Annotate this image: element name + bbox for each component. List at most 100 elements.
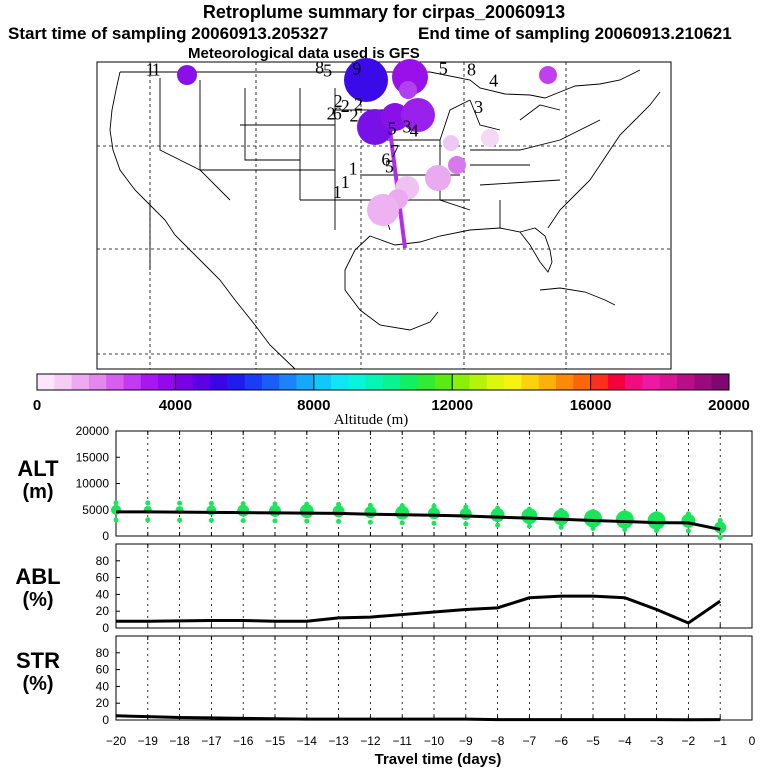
plume-circle [399,81,417,99]
colorbar-swatch [54,374,73,390]
colorbar-tick-label: 0 [33,397,41,414]
alt-scatter-point [272,518,278,524]
map-label: 7 [390,141,399,161]
x-tick-label: −19 [138,734,159,748]
alt-scatter-point [622,510,628,516]
colorbar-swatch [521,374,540,390]
x-tick-label: −1 [713,734,727,748]
map-label: 4 [410,121,419,141]
plume-circle [481,129,499,147]
x-tick-label: −6 [554,734,568,748]
plume-circle [448,156,466,174]
alt-scatter-point [622,527,628,533]
x-tick-label: −4 [618,734,632,748]
alt-scatter-point [113,500,119,506]
alt-scatter-point [685,528,691,534]
alt-scatter-point [654,511,660,517]
map-label: 6 [381,149,390,169]
time-series-panels: 05000100001500020000ALT(m)020406080ABL(%… [15,424,755,768]
colorbar-swatch [659,374,678,390]
colorbar-swatch [452,374,470,390]
alt-scatter-point [145,500,151,506]
map-label: 1 [333,182,342,202]
colorbar-swatch [106,374,124,390]
colorbar-swatch [434,374,453,390]
colorbar-tick-label: 12000 [431,397,473,414]
panel-unit: (m) [22,481,53,503]
alt-scatter-point [304,501,310,507]
colorbar-swatch [123,374,142,390]
x-tick-label: −9 [459,734,473,748]
colorbar-swatch [694,374,713,390]
alt-scatter-point [113,517,119,523]
colorbar-swatch [210,374,228,390]
map-label: 2 [334,91,343,111]
colorbar-swatch [365,374,384,390]
plume-circle [401,98,435,132]
alt-scatter-point [495,522,501,528]
map-label: 5 [439,58,448,78]
colorbar-swatch [88,374,107,390]
colorbar-swatch [469,374,488,390]
alt-scatter-point [240,501,246,507]
plume-circles [177,58,557,226]
alt-scatter-point [336,518,342,524]
colorbar-tick-label: 4000 [159,397,192,414]
panel-unit: (%) [22,673,53,695]
colorbar-swatch [71,374,90,390]
panel-label: ABL [15,564,60,589]
y-tick-label: 0 [102,529,109,543]
alt-scatter-point [558,524,564,530]
x-tick-label: −5 [586,734,600,748]
map-label: 2 [350,105,359,125]
map-borders [109,69,661,370]
colorbar-swatch [538,374,557,390]
x-axis-label: Travel time (days) [375,751,502,768]
chart-title: Retroplume summary for cirpas_20060913 [202,2,566,22]
colorbar-swatch [279,374,297,390]
x-tick-label: −13 [328,734,349,748]
map-label: 8 [467,59,476,79]
colorbar-swatch [486,374,505,390]
y-tick-label: 20 [96,604,110,618]
alt-scatter-point [336,501,342,507]
alt-scatter-point [399,503,405,509]
map-label: 5 [388,119,397,139]
plume-circle [344,58,388,102]
map-label: 4 [489,71,498,91]
map-label: 5 [385,157,394,177]
alt-scatter-point [647,511,666,530]
x-tick-label: 0 [749,734,756,748]
alt-scatter-point [714,521,727,534]
colorbar-swatch [192,374,211,390]
colorbar-swatch [607,374,626,390]
y-tick-label: 20000 [76,424,110,438]
alt-scatter-point [208,500,214,506]
alt-scatter-point [590,509,596,515]
y-tick-label: 15000 [76,450,110,464]
alt-scatter-point [558,507,564,513]
start-time-text: Start time of sampling 20060913.205327 [8,24,329,43]
alt-scatter-point [177,500,183,506]
map-label: 5 [323,60,332,80]
y-tick-label: 10000 [76,477,110,491]
alt-scatter-point [237,504,250,517]
colorbar-swatch [711,374,730,390]
x-tick-label: −16 [233,734,254,748]
x-tick-label: −7 [523,734,537,748]
alt-scatter-point [240,518,246,524]
alt-scatter-point [717,517,723,523]
x-tick-label: −17 [201,734,222,748]
alt-scatter-point [269,504,281,517]
colorbar-swatch [227,374,246,390]
panel-label: STR [16,648,60,673]
alt-scatter-point [272,501,278,507]
colorbar-label: Altitude (m) [334,412,409,428]
colorbar-swatch [158,374,176,390]
map-label: 6 [333,103,342,123]
alt-scatter-point [590,526,596,532]
alt-scatter-point [526,506,532,512]
colorbar-swatch [331,374,349,390]
